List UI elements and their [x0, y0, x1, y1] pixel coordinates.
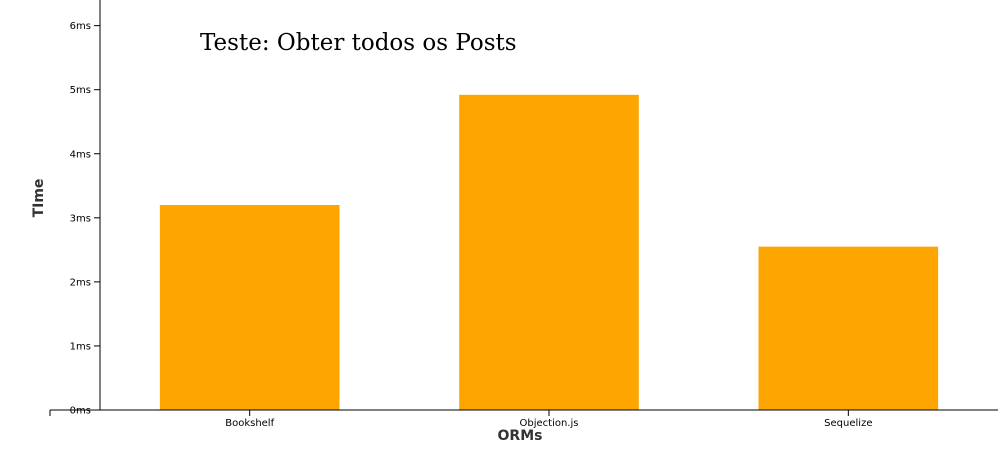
y-tick-label: 5ms	[70, 85, 91, 96]
y-axis-ticks: 0ms 1ms 2ms 3ms 4ms 5ms 6ms	[70, 21, 100, 417]
y-tick-label: 6ms	[70, 21, 91, 32]
chart-title: Teste: Obter todos os Posts	[200, 30, 517, 56]
y-tick-label: 1ms	[70, 341, 91, 352]
bar-bookshelf	[159, 205, 340, 410]
x-tick-label: Bookshelf	[225, 418, 274, 429]
bar-sequelize	[758, 246, 939, 410]
x-tick-label: Objection.js	[520, 418, 579, 429]
axes	[49, 0, 998, 416]
bar-objection-js	[459, 94, 639, 410]
x-tick-label: Sequelize	[824, 418, 872, 429]
y-tick-label: 4ms	[70, 149, 91, 160]
y-tick-label: 3ms	[70, 213, 91, 224]
y-tick-label: 0ms	[70, 406, 91, 417]
x-axis-ticks: Bookshelf Objection.js Sequelize	[225, 410, 872, 429]
y-axis-title: TIme	[31, 179, 47, 218]
bars	[159, 94, 939, 410]
y-tick-label: 2ms	[70, 277, 91, 288]
x-axis-title: ORMs	[498, 428, 543, 444]
